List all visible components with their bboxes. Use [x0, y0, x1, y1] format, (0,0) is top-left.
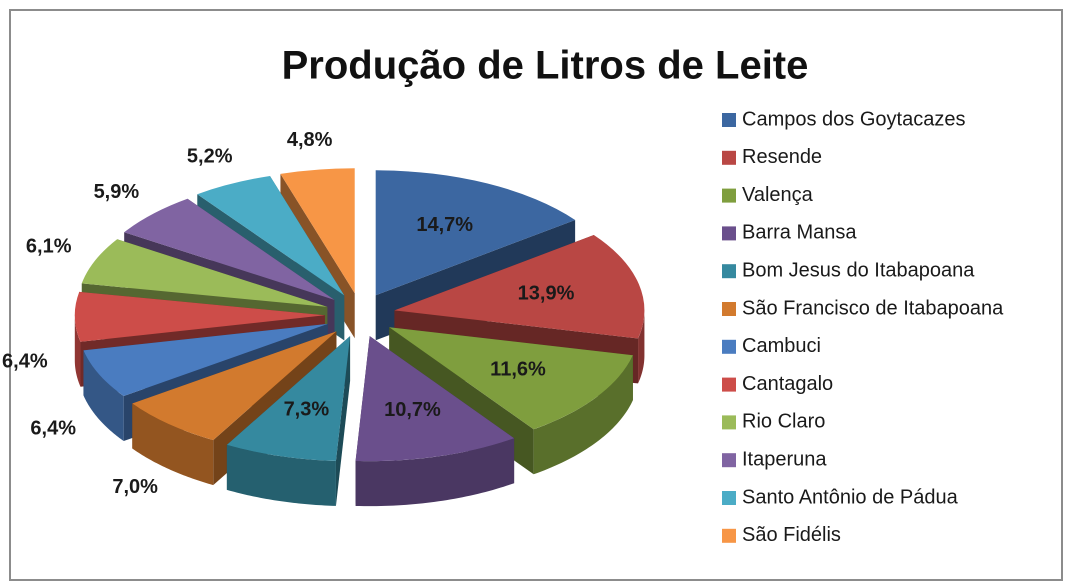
data-label: 5,2%	[187, 146, 233, 168]
slice-side	[83, 350, 124, 442]
slice	[132, 331, 337, 441]
legend-label: São Francisco de Itabapoana	[742, 297, 1004, 319]
data-label: 5,9%	[94, 181, 140, 203]
slice-side	[638, 310, 645, 384]
legend-swatch	[722, 453, 736, 468]
legend-label: Cantagalo	[742, 373, 833, 395]
slice	[394, 235, 645, 339]
slice-side	[533, 355, 633, 475]
legend-swatch	[722, 113, 736, 127]
slice-side	[226, 444, 336, 506]
data-label: 7,3%	[284, 399, 330, 421]
legend-label: Barra Mansa	[742, 222, 857, 244]
slice	[375, 170, 576, 296]
slice	[355, 336, 515, 462]
legend-swatch	[722, 339, 736, 354]
legend-swatch	[722, 377, 736, 392]
slice	[226, 336, 351, 461]
slice	[280, 168, 355, 294]
legend-label: Campos dos Goytacazes	[742, 108, 965, 130]
slice	[74, 291, 325, 342]
data-label: 10,7%	[384, 399, 441, 421]
legend-label: São Fidélis	[742, 524, 841, 546]
legend-label: Resende	[742, 146, 822, 168]
slice	[81, 239, 328, 307]
data-label: 14,7%	[416, 214, 473, 236]
slice	[197, 175, 345, 296]
slice-side	[74, 315, 81, 387]
legend-swatch	[722, 491, 736, 505]
slice	[124, 198, 335, 300]
legend-label: Rio Claro	[742, 411, 825, 433]
legend-label: Bom Jesus do Itabapoana	[742, 259, 975, 281]
data-label: 11,6%	[490, 359, 546, 381]
data-label: 13,9%	[518, 282, 575, 304]
data-label: 6,1%	[26, 235, 72, 257]
legend-swatch	[722, 150, 736, 165]
legend-swatch	[722, 528, 736, 543]
legend-label: Itaperuna	[742, 448, 827, 470]
slice-side	[132, 403, 214, 486]
legend-swatch	[722, 302, 736, 316]
slice	[83, 323, 328, 397]
data-label: 6,4%	[30, 418, 76, 440]
legend-label: Valença	[742, 184, 814, 206]
legend-swatch	[722, 264, 736, 279]
legend-swatch	[722, 415, 736, 430]
legend-label: Cambuci	[742, 335, 821, 357]
legend-swatch	[722, 226, 736, 241]
slice-side	[355, 438, 515, 507]
slice	[389, 327, 633, 430]
data-label: 6,4%	[2, 350, 48, 372]
legend-label: Santo Antônio de Pádua	[742, 486, 959, 508]
legend-swatch	[722, 188, 736, 203]
chart-title: Produção de Litros de Leite	[282, 44, 809, 88]
data-label: 7,0%	[112, 476, 158, 498]
data-label: 4,8%	[287, 129, 333, 151]
